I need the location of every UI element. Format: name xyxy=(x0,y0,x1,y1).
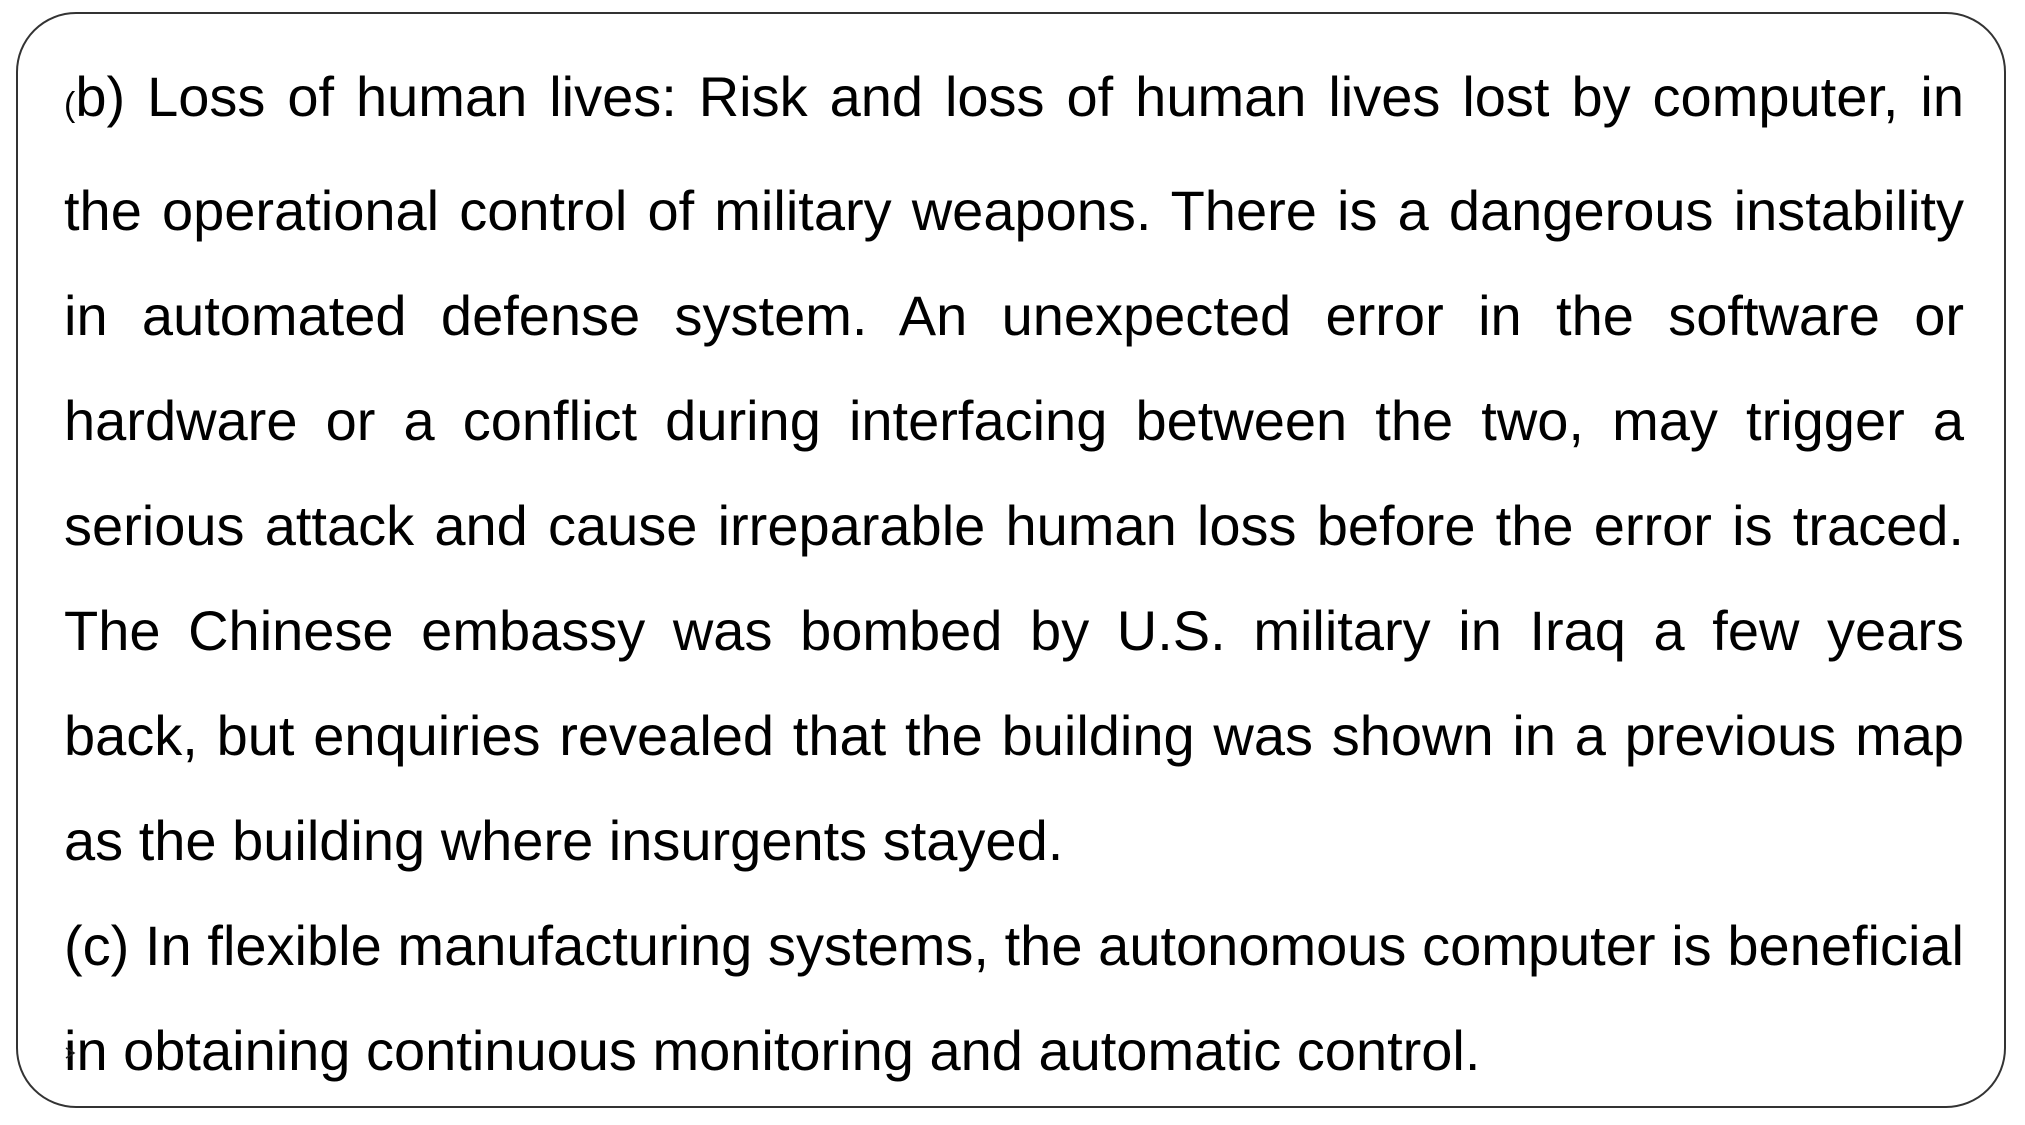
paragraph-b: (b) Loss of human lives: Risk and loss o… xyxy=(64,44,1964,893)
paragraph-b-marker: b) xyxy=(75,65,126,128)
paragraph-c-text: (c) In flexible manufacturing systems, t… xyxy=(64,914,1964,1082)
paragraph-c: (c) In flexible manufacturing systems, t… xyxy=(64,893,1964,1103)
slide-body: (b) Loss of human lives: Risk and loss o… xyxy=(64,44,1964,1103)
slide-frame xyxy=(16,12,2006,1108)
paragraph-b-text: Loss of human lives: Risk and loss of hu… xyxy=(64,65,1965,872)
cursor-icon xyxy=(64,1046,86,1060)
paragraph-b-marker-open: ( xyxy=(64,86,76,124)
